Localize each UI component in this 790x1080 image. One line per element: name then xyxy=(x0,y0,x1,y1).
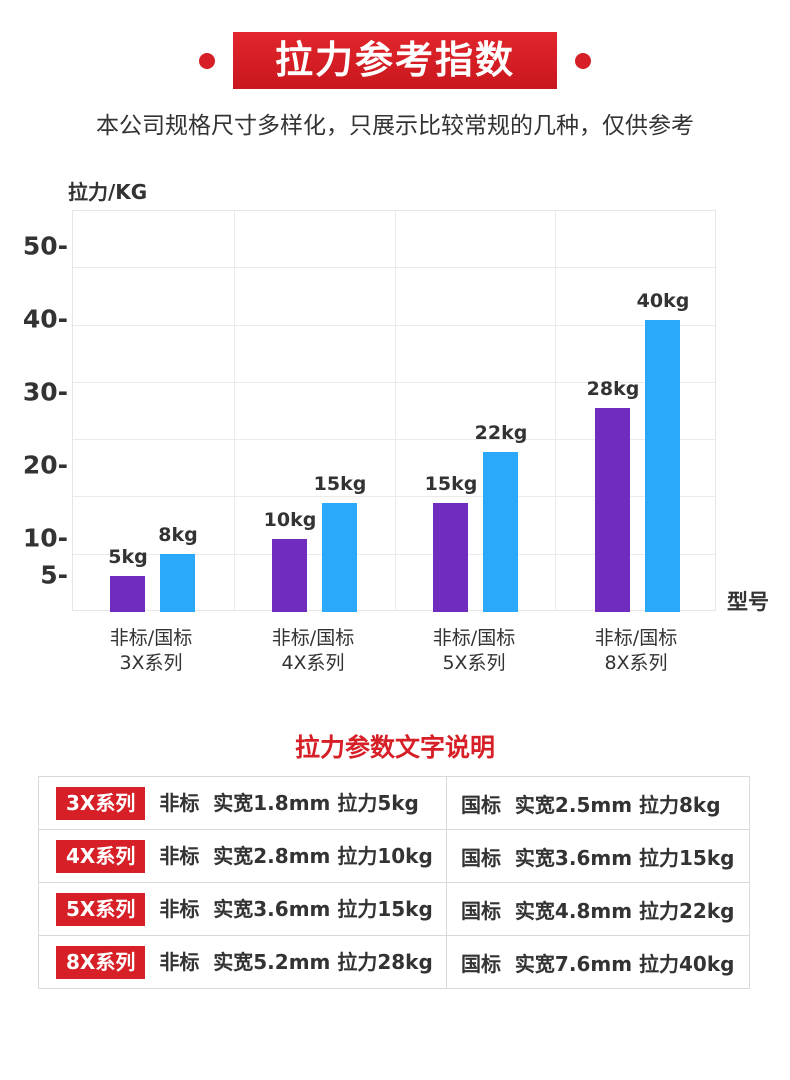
x-category-line: 非标/国标 xyxy=(271,627,355,649)
bar-data-label: 8kg xyxy=(158,523,198,546)
bar-data-label: 15kg xyxy=(313,472,367,495)
section-title: 拉力参数文字说明 xyxy=(294,733,495,762)
table-row: 4X系列 非标 实宽2.8mm 拉力10kg 国标 实宽3.6mm 拉力15kg xyxy=(38,829,750,883)
bar-data-label: 40kg xyxy=(636,290,690,313)
gridline xyxy=(73,325,715,326)
x-category-label: 非标/国标 5X系列 xyxy=(394,626,554,676)
gridline xyxy=(73,267,715,268)
bar-国标 xyxy=(160,553,195,612)
left-cell: 8X系列 非标 实宽5.2mm 拉力28kg xyxy=(38,935,447,989)
gridline xyxy=(395,211,396,610)
x-category-label: 非标/国标 8X系列 xyxy=(556,626,716,676)
bar-data-label: 5kg xyxy=(108,545,148,568)
plot-area: 5kg 10kg 15kg 28kg 8kg 15kg 22kg 40kg xyxy=(72,210,716,612)
x-category-line: 非标/国标 xyxy=(432,627,516,649)
y-axis-label: 拉力/KG xyxy=(68,180,148,204)
table-row: 8X系列 非标 实宽5.2mm 拉力28kg 国标 实宽7.6mm 拉力40kg xyxy=(38,935,750,989)
x-axis-label: 型号 xyxy=(727,590,769,614)
series-badge: 3X系列 xyxy=(56,786,146,820)
x-category-line: 非标/国标 xyxy=(594,627,678,649)
bar-data-label: 15kg xyxy=(424,472,478,495)
bar-data-label: 10kg xyxy=(263,509,317,532)
y-tick-label: 20- xyxy=(22,450,68,480)
table-row: 5X系列 非标 实宽3.6mm 拉力15kg 国标 实宽4.8mm 拉力22kg xyxy=(38,882,750,936)
gridline xyxy=(555,211,556,610)
gridline xyxy=(234,211,235,610)
bar-国标 xyxy=(322,502,357,612)
left-dot-decoration xyxy=(199,53,215,69)
standard-spec: 国标 实宽3.6mm 拉力15kg xyxy=(446,829,750,883)
spec-table: 3X系列 非标 实宽1.8mm 拉力5kg 国标 实宽2.5mm 拉力8kg 4X系列… xyxy=(38,776,750,989)
bar-国标 xyxy=(483,451,518,612)
gridline xyxy=(73,382,715,383)
x-category-line: 4X系列 xyxy=(281,652,345,674)
bar-国标 xyxy=(645,320,680,612)
left-cell: 4X系列 非标 实宽2.8mm 拉力10kg xyxy=(38,829,447,883)
page-title: 拉力参考指数 xyxy=(233,32,557,89)
x-category-line: 非标/国标 xyxy=(109,627,193,649)
gridline xyxy=(73,496,715,497)
non-standard-spec: 非标 实宽5.2mm 拉力28kg xyxy=(159,949,433,974)
gridline xyxy=(73,439,715,440)
x-category-line: 3X系列 xyxy=(119,652,183,674)
bar-非标 xyxy=(433,502,468,612)
x-category-line: 5X系列 xyxy=(442,652,506,674)
bar-非标 xyxy=(110,575,145,612)
subtitle: 本公司规格尺寸多样化，只展示比较常规的几种，仅供参考 xyxy=(96,113,694,139)
y-tick-label: 10- xyxy=(22,523,68,553)
series-badge: 5X系列 xyxy=(56,892,146,926)
y-tick-label: 50- xyxy=(22,231,68,261)
x-category-line: 8X系列 xyxy=(604,652,668,674)
non-standard-spec: 非标 实宽2.8mm 拉力10kg xyxy=(159,843,433,868)
series-badge: 8X系列 xyxy=(56,945,146,979)
bar-data-label: 22kg xyxy=(474,421,528,444)
bar-非标 xyxy=(272,539,307,612)
y-tick-label: 5- xyxy=(40,560,68,590)
standard-spec: 国标 实宽4.8mm 拉力22kg xyxy=(446,882,750,936)
x-category-label: 非标/国标 3X系列 xyxy=(71,626,231,676)
right-dot-decoration xyxy=(575,53,591,69)
standard-spec: 国标 实宽2.5mm 拉力8kg xyxy=(446,776,750,830)
gridline xyxy=(73,554,715,555)
non-standard-spec: 非标 实宽1.8mm 拉力5kg xyxy=(159,790,419,815)
left-cell: 5X系列 非标 实宽3.6mm 拉力15kg xyxy=(38,882,447,936)
series-badge: 4X系列 xyxy=(56,839,146,873)
bar-非标 xyxy=(595,407,630,612)
table-row: 3X系列 非标 实宽1.8mm 拉力5kg 国标 实宽2.5mm 拉力8kg xyxy=(38,776,750,830)
bar-data-label: 28kg xyxy=(586,377,640,400)
standard-spec: 国标 实宽7.6mm 拉力40kg xyxy=(446,935,750,989)
y-tick-label: 30- xyxy=(22,377,68,407)
x-category-label: 非标/国标 4X系列 xyxy=(233,626,393,676)
y-tick-label: 40- xyxy=(22,304,68,334)
non-standard-spec: 非标 实宽3.6mm 拉力15kg xyxy=(159,896,433,921)
left-cell: 3X系列 非标 实宽1.8mm 拉力5kg xyxy=(38,776,447,830)
